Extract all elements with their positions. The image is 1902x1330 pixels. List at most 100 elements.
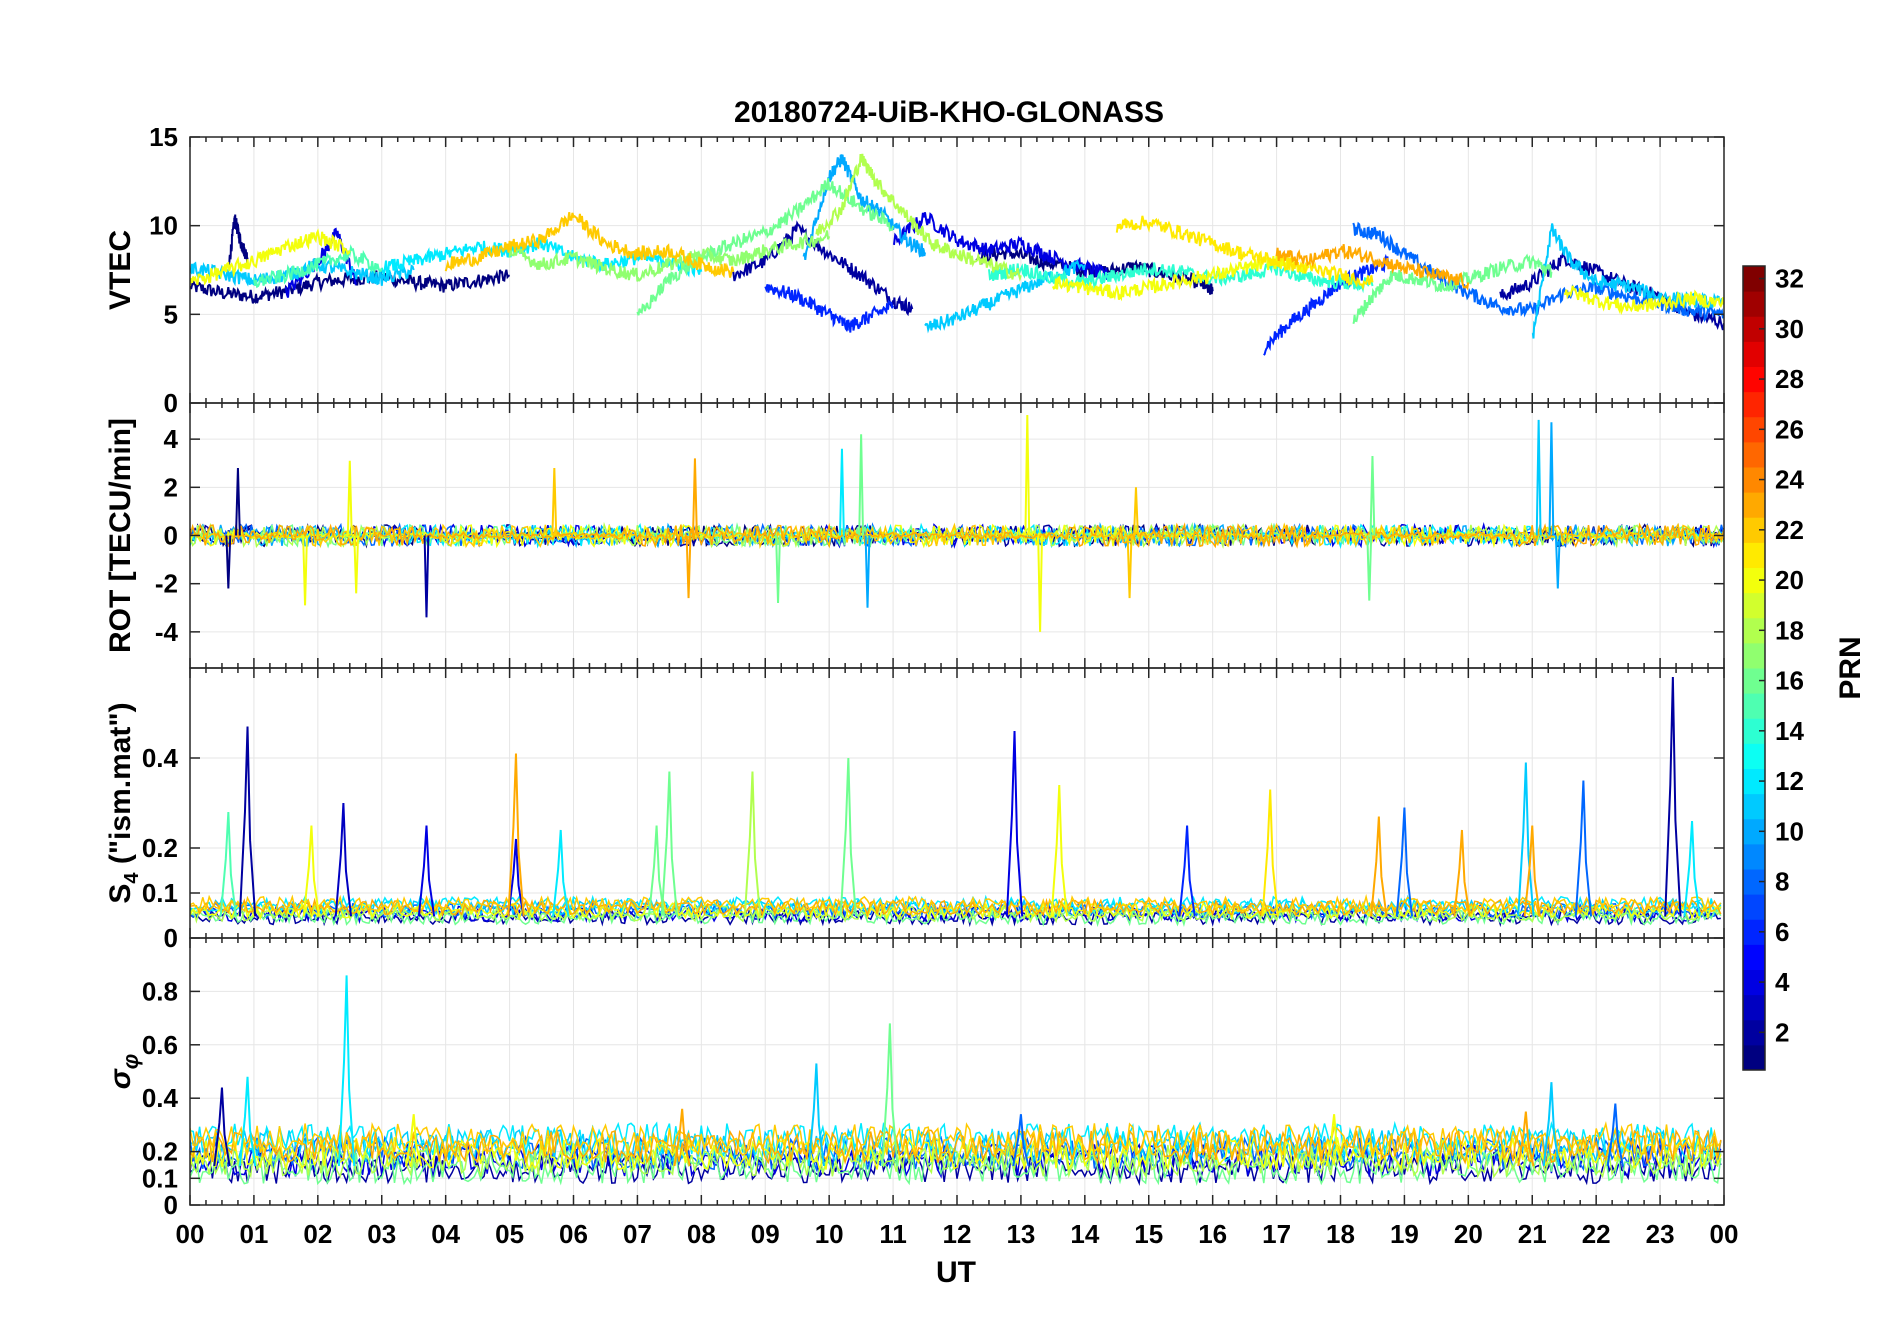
colorbar-swatch bbox=[1743, 291, 1765, 317]
peak-prn-2 bbox=[213, 1087, 231, 1167]
peak-prn-23 bbox=[1453, 829, 1471, 917]
y-tick-label: 0.6 bbox=[142, 1030, 178, 1060]
series-prn-10 bbox=[802, 154, 926, 261]
series-prn-18 bbox=[815, 153, 1022, 282]
colorbar-swatch bbox=[1743, 416, 1765, 443]
colorbar-tick-label: 16 bbox=[1775, 666, 1804, 696]
series-prn-11 bbox=[1531, 223, 1724, 339]
peak-prn-16 bbox=[660, 771, 679, 917]
colorbar-swatch bbox=[1743, 341, 1765, 367]
y-tick-label: 15 bbox=[149, 122, 178, 152]
peak-prn-20 bbox=[1325, 1114, 1343, 1167]
colorbar-tick-label: 30 bbox=[1775, 314, 1804, 344]
ticks bbox=[189, 938, 1725, 1206]
colorbar-swatch bbox=[1743, 919, 1765, 945]
series-prn-15 bbox=[252, 244, 383, 289]
y-tick-label: 0.4 bbox=[142, 1083, 179, 1113]
colorbar-swatch bbox=[1743, 517, 1765, 543]
series-prn-20 bbox=[190, 523, 1724, 549]
peak-prn-2 bbox=[238, 726, 257, 917]
peak-prn-23 bbox=[1370, 816, 1388, 917]
y-tick-label: -2 bbox=[155, 569, 178, 599]
peak-prn-16 bbox=[647, 825, 666, 917]
x-tick-label: 05 bbox=[495, 1219, 524, 1249]
peak-prn-8 bbox=[1574, 780, 1593, 917]
x-tick-label: 20 bbox=[1454, 1219, 1483, 1249]
spike-prn-22 bbox=[551, 468, 558, 536]
series-prn-22 bbox=[190, 522, 1724, 549]
series-prn-6 bbox=[1263, 253, 1393, 356]
spike-prn-10 bbox=[1548, 422, 1555, 536]
peak-prn-2 bbox=[1664, 676, 1682, 917]
spike-prn-16 bbox=[1369, 455, 1376, 536]
series-prn-23 bbox=[1275, 244, 1470, 291]
peak-prn-12 bbox=[238, 1076, 257, 1167]
colorbar-swatch bbox=[1743, 718, 1765, 744]
x-tick-label: 23 bbox=[1646, 1219, 1675, 1249]
series-prn-6 bbox=[764, 283, 895, 333]
peak-prn-8 bbox=[1606, 1103, 1624, 1167]
spike-prn-1 bbox=[225, 535, 232, 589]
peak-prn-23 bbox=[673, 1108, 691, 1167]
series-layer bbox=[190, 153, 1724, 356]
y-tick-label: 0 bbox=[164, 1190, 178, 1220]
colorbar-swatch bbox=[1743, 542, 1765, 568]
x-tick-label: 12 bbox=[943, 1219, 972, 1249]
spike-prn-10 bbox=[1554, 535, 1561, 589]
x-tick-label: 00 bbox=[1710, 1219, 1739, 1249]
series-prn-2 bbox=[732, 220, 914, 317]
y-tick-label: 0 bbox=[164, 521, 178, 551]
y-tick-label: 0.2 bbox=[142, 1137, 178, 1167]
spike-prn-10 bbox=[864, 535, 871, 608]
colorbar-frame bbox=[1742, 265, 1766, 1071]
colorbar-swatch bbox=[1743, 492, 1765, 518]
series-prn-1 bbox=[227, 214, 249, 268]
y-axis-label: VTEC bbox=[104, 230, 137, 310]
peak-prn-4 bbox=[507, 838, 525, 917]
colorbar-tick-label: 22 bbox=[1775, 515, 1804, 545]
spike-prn-22 bbox=[1133, 487, 1139, 536]
x-tick-label: 01 bbox=[239, 1219, 268, 1249]
panel-rot: -4 -2 0 2 4 ROT [TECU/min] bbox=[104, 402, 1725, 669]
colorbar-swatch bbox=[1743, 969, 1765, 996]
spike-prn-23 bbox=[692, 458, 698, 536]
colorbar-tick-label: 2 bbox=[1775, 1017, 1789, 1047]
colorbar-tick-label: 12 bbox=[1775, 766, 1804, 796]
colorbar-swatch bbox=[1743, 668, 1765, 694]
spike-prn-16 bbox=[1366, 535, 1373, 601]
spike-prn-23 bbox=[685, 535, 692, 599]
peak-prn-6 bbox=[1178, 825, 1196, 917]
y-tick-label: 4 bbox=[164, 424, 179, 454]
y-tick-label: 2 bbox=[164, 472, 178, 502]
x-tick-label: 18 bbox=[1326, 1219, 1355, 1249]
colorbar-label: PRN bbox=[1834, 636, 1867, 699]
series-prn-17 bbox=[508, 230, 831, 282]
colorbar-tick-label: 18 bbox=[1775, 615, 1804, 645]
series-prn-4 bbox=[892, 212, 1111, 280]
colorbar-swatch bbox=[1743, 617, 1765, 644]
colorbar-swatch bbox=[1743, 1044, 1765, 1071]
colorbar-swatch bbox=[1743, 642, 1765, 669]
series-prn-14 bbox=[988, 259, 1374, 294]
x-tick-label: 17 bbox=[1262, 1219, 1291, 1249]
chart-title: 20180724-UiB-KHO-GLONASS bbox=[734, 96, 1164, 129]
colorbar-tick-label: 10 bbox=[1775, 816, 1804, 846]
y-tick-label: 10 bbox=[149, 211, 178, 241]
colorbar-swatch bbox=[1743, 316, 1765, 342]
y-tick-label: 5 bbox=[164, 299, 178, 329]
peak-prn-21 bbox=[1261, 789, 1279, 917]
x-tick-label: 02 bbox=[303, 1219, 332, 1249]
colorbar-tick-label: 4 bbox=[1775, 967, 1790, 997]
series-prn-20 bbox=[1564, 285, 1724, 316]
x-tick-label: 13 bbox=[1006, 1219, 1035, 1249]
series-prn-21 bbox=[1115, 215, 1374, 291]
series-prn-16 bbox=[636, 178, 895, 316]
spike-prn-20 bbox=[1024, 415, 1031, 536]
spike-prn-20 bbox=[346, 460, 353, 536]
x-tick-label: 19 bbox=[1390, 1219, 1419, 1249]
x-tick-label: 14 bbox=[1070, 1219, 1099, 1249]
colorbar-swatch bbox=[1743, 818, 1765, 845]
series-prn-22 bbox=[190, 1120, 1722, 1158]
